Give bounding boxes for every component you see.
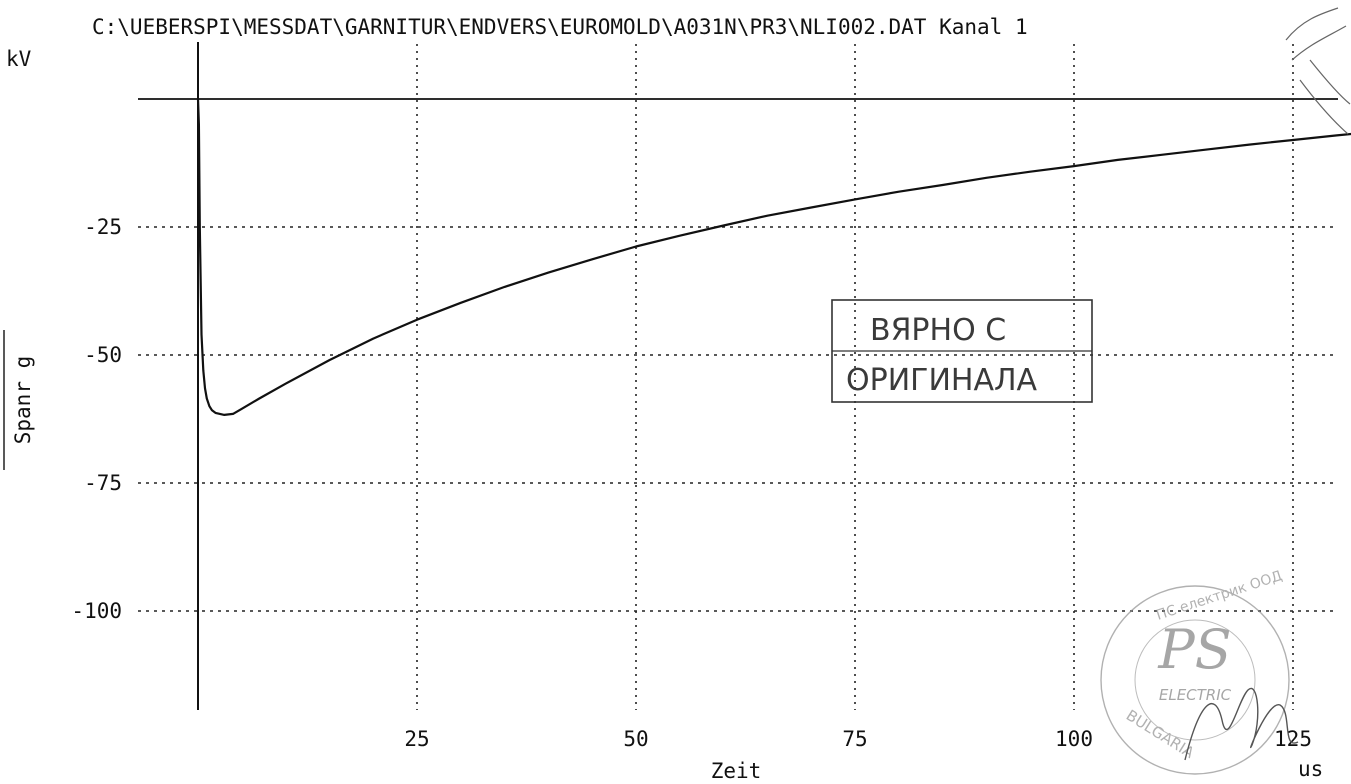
y-tick-label-1: -50	[84, 343, 122, 367]
y-tick-label-2: -75	[84, 471, 122, 495]
y-tick-label-0: -25	[84, 215, 122, 239]
series-group	[196, 98, 1351, 416]
y-tick-label-3: -100	[71, 599, 122, 623]
signature-bottom	[1184, 687, 1299, 761]
signature-top-right	[1285, 7, 1351, 135]
y-axis-unit: kV	[6, 47, 32, 71]
x-tick-labels: 25 50 75 100 125	[404, 727, 1312, 751]
seal-outer-ring	[1100, 585, 1290, 775]
stamp-line-2: ОРИГИНАЛА	[846, 363, 1038, 398]
y-tick-labels: -25 -50 -75 -100	[71, 215, 122, 623]
grid	[138, 44, 1338, 710]
x-tick-label-2: 75	[842, 727, 867, 751]
axes	[138, 42, 1338, 710]
x-tick-label-1: 50	[623, 727, 648, 751]
x-tick-label-3: 100	[1055, 727, 1093, 751]
seal-inner-ring	[1134, 619, 1256, 741]
x-axis-label: Zeit	[711, 759, 762, 783]
stamp-line-1: ВЯРНО С	[870, 313, 1006, 348]
seal-sub-text: ELECTRIC	[1159, 686, 1232, 704]
series-line-0	[196, 98, 1351, 416]
certification-stamp: ВЯРНО С ОРИГИНАЛА	[831, 299, 1093, 403]
chart-title: C:\UEBERSPI\MESSDAT\GARNITUR\ENDVERS\EUR…	[92, 15, 1028, 39]
x-axis-unit: us	[1298, 757, 1323, 781]
seal-center-letters: PS	[1157, 618, 1231, 681]
seal-top-text: ПС електрик ООД	[1154, 568, 1284, 624]
company-seal: PS ELECTRIC ПС електрик ООД BULGARIA	[1100, 568, 1290, 775]
x-tick-label-0: 25	[404, 727, 429, 751]
x-tick-label-4: 125	[1274, 727, 1312, 751]
y-axis-label: Spanr g	[11, 356, 35, 445]
